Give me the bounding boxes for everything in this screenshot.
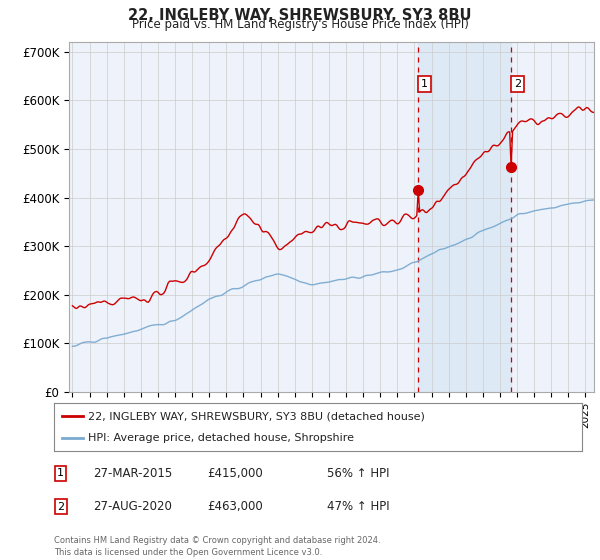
Text: HPI: Average price, detached house, Shropshire: HPI: Average price, detached house, Shro… [88, 433, 355, 443]
Text: £415,000: £415,000 [207, 466, 263, 480]
Text: 1: 1 [421, 79, 428, 89]
Text: 2: 2 [514, 79, 521, 89]
Text: 27-MAR-2015: 27-MAR-2015 [93, 466, 172, 480]
Text: 47% ↑ HPI: 47% ↑ HPI [327, 500, 389, 514]
Text: 27-AUG-2020: 27-AUG-2020 [93, 500, 172, 514]
Bar [418, 42, 511, 392]
Text: 1: 1 [57, 468, 64, 478]
Text: 22, INGLEBY WAY, SHREWSBURY, SY3 8BU (detached house): 22, INGLEBY WAY, SHREWSBURY, SY3 8BU (de… [88, 411, 425, 421]
Text: 2: 2 [57, 502, 64, 512]
Text: Contains HM Land Registry data © Crown copyright and database right 2024.
This d: Contains HM Land Registry data © Crown c… [54, 536, 380, 557]
Text: 22, INGLEBY WAY, SHREWSBURY, SY3 8BU: 22, INGLEBY WAY, SHREWSBURY, SY3 8BU [128, 8, 472, 24]
Text: Price paid vs. HM Land Registry's House Price Index (HPI): Price paid vs. HM Land Registry's House … [131, 18, 469, 31]
Text: 56% ↑ HPI: 56% ↑ HPI [327, 466, 389, 480]
Text: £463,000: £463,000 [207, 500, 263, 514]
